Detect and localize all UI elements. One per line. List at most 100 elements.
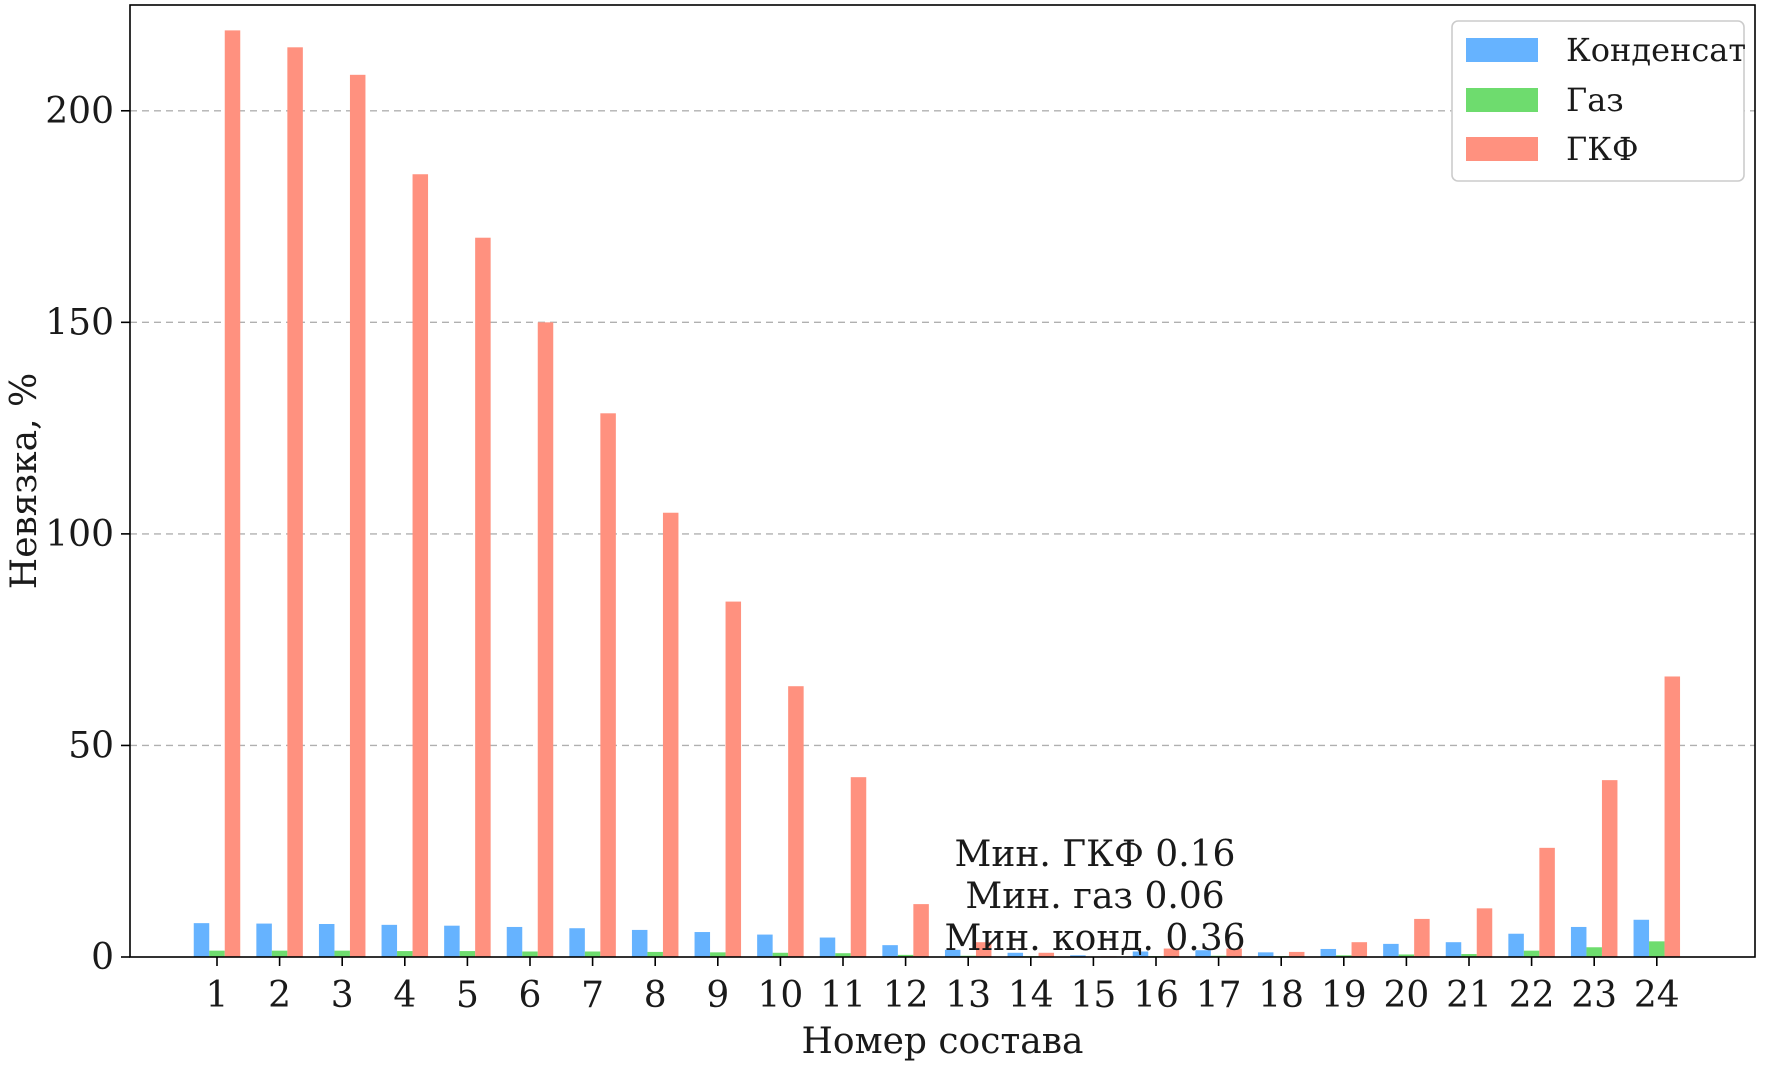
bar-gkf-16: [1163, 948, 1180, 957]
bar-gkf-23: [1601, 780, 1618, 957]
bar-gas-8: [647, 951, 663, 957]
bar-gas-10: [772, 952, 789, 957]
bar-gkf-21: [1476, 908, 1493, 957]
x-tick-label: 4: [393, 975, 416, 1016]
x-tick-label: 8: [644, 975, 667, 1016]
bar-condensate-18: [1257, 952, 1274, 957]
bar-gas-23: [1586, 947, 1602, 957]
bar-gas-24: [1649, 941, 1665, 957]
bar-condensate-15: [1070, 955, 1086, 957]
legend: Конденсат Газ ГКФ: [1451, 20, 1746, 182]
x-tick-label: 2: [268, 975, 291, 1016]
bar-gkf-11: [850, 777, 867, 957]
bar-gkf-2: [287, 47, 303, 958]
legend-label-gkf: ГКФ: [1566, 130, 1639, 168]
x-tick-label: 12: [883, 975, 929, 1016]
bar-gkf-24: [1664, 676, 1681, 957]
bar-condensate-3: [318, 923, 335, 957]
bar-condensate-14: [1007, 952, 1024, 957]
bar-gas-11: [835, 953, 851, 957]
bar-gkf-20: [1414, 918, 1430, 957]
bar-gas-19: [1336, 955, 1352, 957]
bar-condensate-17: [1195, 950, 1211, 957]
x-tick-label: 7: [581, 975, 604, 1016]
bar-condensate-21: [1445, 942, 1462, 957]
x-tick-label: 11: [820, 975, 866, 1016]
bar-condensate-1: [193, 923, 210, 957]
bar-gas-20: [1398, 954, 1415, 957]
bar-gkf-19: [1351, 942, 1368, 957]
bar-condensate-9: [694, 932, 711, 957]
bar-gas-22: [1523, 950, 1540, 957]
x-tick-label: 3: [331, 975, 354, 1016]
legend-swatch-gkf: [1466, 137, 1538, 161]
legend-swatch-gas: [1466, 88, 1538, 112]
y-tick-label: 150: [45, 302, 114, 343]
bar-gas-4: [397, 951, 413, 957]
bar-condensate-23: [1570, 926, 1587, 957]
bar-condensate-6: [506, 926, 523, 957]
bar-condensate-7: [569, 928, 585, 957]
y-tick-label: 0: [91, 937, 114, 978]
bar-gas-9: [710, 952, 726, 957]
bar-condensate-20: [1383, 943, 1399, 957]
y-gridlines: [130, 110, 1755, 747]
bar-gkf-6: [537, 322, 554, 957]
x-tick-label: 10: [757, 975, 803, 1016]
bar-gkf-5: [475, 237, 491, 957]
x-tick-label: 16: [1133, 975, 1179, 1016]
bar-condensate-19: [1320, 948, 1337, 957]
x-tick-label: 5: [456, 975, 479, 1016]
annotation-min-gkf: Мин. ГКФ 0.16: [955, 834, 1236, 875]
x-tick-label: 20: [1383, 975, 1429, 1016]
bar-gas-1: [209, 950, 225, 957]
bar-series-group: [193, 30, 1681, 958]
x-tick-label: 15: [1070, 975, 1116, 1016]
bar-gkf-18: [1288, 951, 1305, 957]
x-tick-label: 24: [1634, 975, 1680, 1016]
bar-condensate-11: [819, 937, 836, 957]
x-tick-label: 13: [945, 975, 991, 1016]
bar-gkf-17: [1226, 948, 1242, 957]
x-tick-label: 23: [1571, 975, 1617, 1016]
bar-gkf-9: [725, 601, 742, 957]
bar-gkf-22: [1539, 847, 1555, 957]
x-tick-label: 19: [1321, 975, 1367, 1016]
x-tick-label: 9: [706, 975, 729, 1016]
bar-gkf-8: [662, 512, 679, 957]
y-axis-label: Невязка, %: [4, 373, 45, 589]
x-tick-label: 14: [1008, 975, 1054, 1016]
x-tick-label: 18: [1258, 975, 1304, 1016]
bar-gas-12: [897, 954, 914, 957]
x-tick-label: 1: [206, 975, 229, 1016]
annotation-block: Мин. ГКФ 0.16 Мин. газ 0.06 Мин. конд. 0…: [944, 834, 1245, 959]
bar-gas-2: [271, 950, 288, 957]
annotation-min-cond: Мин. конд. 0.36: [944, 918, 1245, 959]
x-tick-label: 17: [1196, 975, 1242, 1016]
y-tick-label: 100: [45, 514, 114, 555]
bar-gas-21: [1461, 954, 1477, 957]
bar-gas-3: [334, 950, 350, 957]
bar-gkf-3: [349, 74, 366, 957]
x-tick-label: 6: [519, 975, 542, 1016]
y-axis-ticks: 0 50 100 150 200: [45, 91, 130, 978]
legend-label-condensate: Конденсат: [1566, 31, 1746, 69]
x-tick-label: 21: [1446, 975, 1492, 1016]
bar-gkf-14: [1038, 952, 1055, 957]
bar-condensate-12: [882, 945, 898, 957]
x-axis-label: Номер состава: [802, 1021, 1084, 1062]
bar-gas-7: [584, 951, 601, 957]
bar-condensate-8: [631, 929, 648, 957]
annotation-min-gas: Мин. газ 0.06: [965, 876, 1224, 917]
bar-gkf-12: [913, 904, 929, 957]
x-axis-ticks: 1 2 3 4 5 6 7 8 9 10 11 12 13 14 15 16 17 18 19 20 21 22 23 24: [206, 957, 1680, 1016]
bar-condensate-13: [944, 949, 961, 957]
y-tick-label: 200: [45, 91, 114, 132]
bar-gkf-7: [600, 413, 616, 957]
bar-condensate-24: [1633, 919, 1650, 957]
bar-gkf-1: [224, 30, 241, 958]
bar-gas-6: [522, 951, 538, 957]
bar-condensate-10: [757, 934, 773, 957]
y-tick-label: 50: [68, 725, 114, 766]
